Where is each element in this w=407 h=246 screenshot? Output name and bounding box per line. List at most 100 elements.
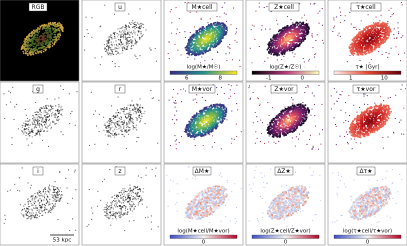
- galaxy-pixel: [32, 40, 33, 41]
- noise-pixel: [234, 139, 235, 140]
- noise-pixel: [307, 85, 308, 86]
- noise-pixel: [255, 112, 256, 113]
- noise-pixel: [306, 20, 307, 21]
- galaxy-pixel: [25, 135, 26, 136]
- galaxy-pixel: [300, 32, 302, 34]
- galaxy-pixel: [197, 36, 199, 38]
- noise-pixel: [140, 55, 141, 56]
- galaxy-pixel: [279, 35, 281, 37]
- galaxy-pixel: [44, 110, 45, 111]
- galaxy-pixel: [222, 118, 224, 120]
- colorbar-tick-label: 6: [185, 76, 189, 82]
- galaxy-pixel: [197, 51, 199, 53]
- galaxy-pixel: [225, 112, 227, 114]
- galaxy-pixel: [108, 127, 109, 128]
- galaxy-pixel: [133, 104, 134, 105]
- galaxy-pixel: [203, 42, 205, 44]
- noise-pixel: [179, 18, 180, 19]
- galaxy-pixel: [216, 109, 218, 111]
- galaxy-pixel: [187, 124, 189, 126]
- galaxy-pixel: [291, 48, 293, 50]
- noise-pixel: [184, 131, 185, 132]
- noise-pixel: [319, 23, 320, 24]
- galaxy-pixel: [211, 117, 213, 119]
- galaxy-pixel: [135, 108, 136, 109]
- galaxy-pixel: [129, 129, 130, 130]
- galaxy-pixel: [122, 44, 123, 45]
- galaxy-pixel: [289, 26, 291, 28]
- galaxy-pixel: [107, 132, 108, 133]
- galaxy-pixel: [34, 118, 35, 119]
- galaxy-pixel: [46, 114, 47, 115]
- galaxy-pixel: [299, 45, 301, 47]
- galaxy-pixel: [125, 117, 126, 118]
- galaxy-pixel: [209, 106, 211, 108]
- galaxy-pixel: [137, 35, 138, 36]
- galaxy-pixel: [208, 39, 210, 41]
- galaxy-pixel: [52, 42, 53, 43]
- galaxy-pixel: [123, 109, 124, 110]
- galaxy-pixel: [32, 136, 33, 137]
- galaxy-pixel: [117, 33, 118, 34]
- galaxy-pixel: [362, 41, 364, 43]
- galaxy-pixel: [141, 33, 142, 34]
- galaxy-pixel: [106, 50, 107, 51]
- galaxy-pixel: [201, 40, 203, 42]
- galaxy-pixel: [284, 46, 286, 48]
- galaxy-pixel: [28, 121, 29, 122]
- galaxy-pixel: [112, 127, 113, 128]
- galaxy-pixel: [117, 117, 118, 118]
- noise-pixel: [219, 16, 220, 17]
- galaxy-pixel: [374, 49, 376, 51]
- galaxy-pixel: [128, 105, 129, 106]
- noise-pixel: [118, 66, 119, 67]
- noise-pixel: [112, 61, 113, 62]
- noise-pixel: [226, 60, 227, 61]
- galaxy-pixel: [208, 121, 210, 123]
- galaxy-pixel: [198, 42, 200, 44]
- galaxy-pixel: [366, 38, 368, 40]
- galaxy-pixel: [141, 116, 142, 117]
- galaxy-pixel: [122, 36, 123, 37]
- galaxy-pixel: [302, 22, 304, 24]
- galaxy-pixel: [108, 136, 109, 137]
- noise-pixel: [128, 117, 129, 118]
- galaxy-pixel: [216, 126, 218, 128]
- galaxy-pixel: [122, 50, 123, 51]
- noise-pixel: [353, 55, 354, 56]
- noise-pixel: [228, 84, 229, 85]
- galaxy-pixel: [377, 26, 379, 28]
- galaxy-pixel: [48, 116, 49, 117]
- galaxy-pixel: [186, 127, 188, 129]
- galaxy-pixel: [39, 125, 40, 126]
- galaxy-pixel: [366, 36, 368, 38]
- galaxy-pixel: [116, 44, 117, 45]
- noise-pixel: [204, 60, 205, 61]
- galaxy-pixel: [376, 28, 378, 30]
- galaxy-pixel: [45, 30, 46, 31]
- galaxy-pixel: [109, 123, 110, 124]
- noise-pixel: [314, 104, 315, 105]
- galaxy-pixel: [31, 45, 32, 46]
- galaxy-pixel: [119, 44, 120, 45]
- galaxy-pixel: [127, 39, 128, 40]
- noise-pixel: [234, 93, 235, 94]
- galaxy-pixel: [268, 48, 270, 50]
- noise-pixel: [320, 144, 321, 145]
- galaxy-pixel: [199, 51, 201, 53]
- galaxy-pixel: [114, 117, 115, 118]
- noise-pixel: [124, 136, 125, 137]
- noise-pixel: [42, 108, 43, 109]
- noise-pixel: [390, 16, 391, 17]
- galaxy-pixel: [124, 47, 125, 48]
- galaxy-pixel: [115, 119, 116, 120]
- noise-pixel: [266, 6, 267, 7]
- galaxy-pixel: [292, 36, 294, 38]
- galaxy-pixel: [135, 34, 136, 35]
- galaxy-pixel: [40, 27, 41, 28]
- galaxy-pixel: [279, 30, 281, 32]
- galaxy-pixel: [34, 126, 35, 127]
- noise-pixel: [285, 107, 286, 108]
- galaxy-pixel: [375, 38, 377, 40]
- galaxy-pixel: [370, 49, 372, 51]
